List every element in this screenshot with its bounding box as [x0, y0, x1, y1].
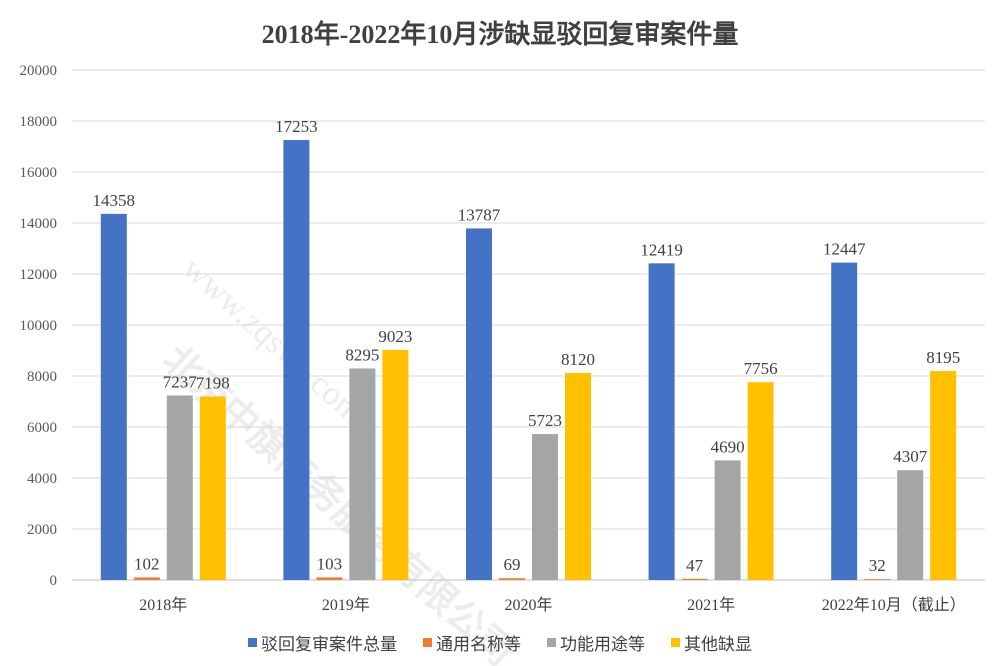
bar-0: [648, 263, 675, 580]
legend-label: 通用名称等: [436, 635, 521, 655]
y-tick-label: 14000: [20, 216, 58, 232]
data-label: 9023: [378, 327, 412, 346]
y-tick-label: 12000: [20, 267, 58, 283]
data-label: 12447: [823, 240, 866, 259]
x-tick-label: 2019年: [322, 596, 370, 614]
y-tick-label: 18000: [20, 114, 58, 130]
data-label: 4690: [711, 437, 745, 456]
data-label: 17253: [275, 117, 318, 136]
bar-2: [166, 395, 193, 580]
bar-1: [864, 579, 891, 580]
data-label: 13787: [458, 205, 501, 224]
data-label: 32: [869, 556, 886, 575]
legend-swatch: [671, 638, 680, 647]
y-tick-label: 4000: [27, 471, 57, 487]
legend-label: 功能用途等: [560, 635, 645, 655]
bar-2: [714, 460, 741, 580]
data-label: 4307: [893, 447, 928, 466]
legend-item: 驳回复审案件总量: [248, 630, 397, 655]
legend-swatch: [547, 638, 556, 647]
data-label: 69: [504, 555, 521, 574]
data-label: 7756: [744, 359, 778, 378]
x-tick-label: 2021年: [687, 596, 735, 614]
bar-3: [747, 382, 774, 580]
bar-0: [831, 262, 858, 580]
legend: 驳回复审案件总量 通用名称等 功能用途等 其他缺显: [0, 630, 1000, 655]
bar-2: [532, 434, 558, 580]
data-label: 8195: [926, 348, 960, 367]
data-label: 5723: [528, 411, 562, 430]
y-tick-label: 6000: [27, 420, 57, 436]
legend-label: 其他缺显: [684, 635, 752, 655]
bar-1: [316, 577, 343, 580]
data-label: 7198: [196, 373, 230, 392]
bar-0: [466, 228, 492, 580]
data-label: 102: [134, 554, 160, 573]
legend-label: 驳回复审案件总量: [261, 635, 397, 655]
bar-3: [382, 349, 409, 580]
y-tick-label: 0: [50, 573, 58, 589]
bar-1: [681, 578, 708, 580]
bar-1: [133, 577, 160, 580]
bar-1: [499, 578, 525, 580]
bar-2: [897, 470, 924, 580]
chart-title: 2018年-2022年10月涉缺显驳回复审案件量: [261, 20, 739, 49]
x-tick-label: 2018年: [139, 596, 187, 614]
data-label: 14358: [93, 191, 136, 210]
legend-swatch: [423, 638, 432, 647]
legend-item: 其他缺显: [671, 630, 752, 655]
bar-3: [199, 396, 226, 580]
data-label: 12419: [640, 240, 683, 259]
legend-item: 功能用途等: [547, 630, 645, 655]
y-tick-label: 8000: [27, 369, 57, 385]
data-label: 8295: [345, 345, 379, 364]
y-tick-label: 16000: [20, 165, 58, 181]
data-label: 8120: [561, 350, 595, 369]
y-tick-label: 10000: [20, 318, 58, 334]
bar-3: [565, 372, 591, 580]
legend-swatch: [248, 638, 257, 647]
x-tick-label: 2020年: [504, 596, 552, 614]
x-tick-label: 2022年10月（截止）: [822, 596, 966, 614]
bar-3: [930, 371, 957, 580]
data-label: 103: [317, 554, 343, 573]
data-label: 7237: [163, 372, 198, 391]
y-tick-label: 20000: [20, 63, 58, 79]
bar-2: [349, 368, 376, 580]
data-label: 47: [686, 556, 704, 575]
y-tick-label: 2000: [27, 522, 57, 538]
bar-0: [283, 140, 310, 580]
bar-0: [100, 213, 127, 580]
legend-item: 通用名称等: [423, 630, 521, 655]
